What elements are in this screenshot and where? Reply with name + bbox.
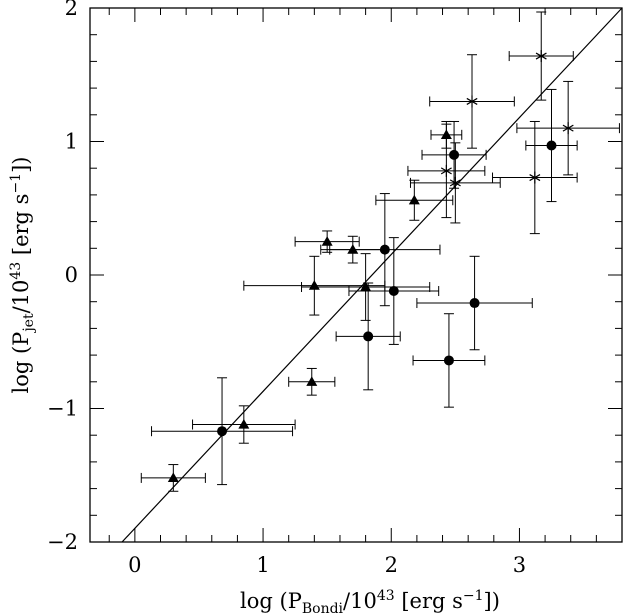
series-circle bbox=[151, 88, 578, 486]
x-tick-label: 3 bbox=[513, 553, 526, 577]
y-axis-label: log (Pjet/1043 [erg s−1]) bbox=[8, 157, 37, 394]
data-point-group bbox=[516, 80, 620, 176]
triangle-marker bbox=[408, 194, 420, 205]
asterisk-marker bbox=[449, 176, 461, 189]
data-point-group bbox=[375, 179, 454, 221]
asterisk-marker bbox=[529, 171, 541, 184]
circle-marker bbox=[469, 298, 480, 309]
triangle-marker bbox=[308, 280, 320, 290]
y-tick-label: −2 bbox=[47, 530, 78, 554]
data-point-group bbox=[429, 54, 515, 149]
data-point-group bbox=[335, 282, 401, 391]
circle-marker bbox=[217, 426, 228, 437]
y-tick-label: −1 bbox=[47, 397, 78, 421]
data-point-group bbox=[301, 253, 431, 321]
y-tick-label: 0 bbox=[65, 263, 78, 287]
asterisk-stroke bbox=[440, 167, 452, 175]
circle-marker bbox=[388, 286, 399, 297]
asterisk-marker bbox=[440, 164, 452, 177]
x-tick-label: 2 bbox=[385, 553, 398, 577]
triangle-marker bbox=[321, 236, 333, 246]
asterisk-marker bbox=[562, 122, 574, 135]
circle-marker bbox=[363, 331, 374, 342]
data-point-group bbox=[492, 120, 578, 235]
triangle-marker bbox=[306, 376, 318, 386]
asterisk-stroke bbox=[529, 174, 541, 182]
x-axis-label: log (PBondi/1043 [erg s−1]) bbox=[240, 588, 500, 616]
data-point-group bbox=[192, 405, 296, 444]
data-point-group bbox=[508, 11, 574, 101]
asterisk-stroke bbox=[449, 179, 461, 187]
asterisk-stroke bbox=[466, 97, 478, 105]
series-triangle bbox=[140, 120, 463, 492]
data-point-group bbox=[288, 367, 336, 396]
series-asterisk bbox=[407, 11, 620, 235]
data-point-group bbox=[409, 142, 501, 224]
data-point-group bbox=[412, 313, 486, 408]
y-tick-label: 2 bbox=[65, 0, 78, 20]
triangle-marker bbox=[167, 472, 179, 483]
asterisk-marker bbox=[535, 50, 547, 63]
asterisk-stroke bbox=[535, 52, 547, 60]
asterisk-marker bbox=[466, 95, 478, 108]
x-tick-label: 1 bbox=[256, 553, 269, 577]
data-point-group bbox=[525, 88, 578, 203]
triangle-marker bbox=[238, 419, 250, 429]
data-point-group bbox=[348, 237, 440, 345]
circle-marker bbox=[449, 149, 460, 160]
data-point-group bbox=[329, 193, 441, 307]
data-point-group bbox=[294, 230, 360, 253]
data-point-group bbox=[140, 464, 206, 492]
data-point-group bbox=[407, 123, 486, 219]
data-point-group bbox=[421, 120, 487, 189]
data-point-group bbox=[151, 377, 294, 486]
circle-marker bbox=[379, 244, 390, 255]
asterisk-stroke bbox=[562, 124, 574, 132]
data-point-group bbox=[416, 255, 533, 351]
fit-line bbox=[121, 7, 623, 543]
circle-marker bbox=[546, 140, 557, 151]
y-tick-label: 1 bbox=[65, 130, 78, 154]
plot-frame bbox=[89, 7, 623, 543]
circle-marker bbox=[443, 355, 454, 366]
triangle-marker bbox=[347, 244, 359, 254]
x-tick-label: 0 bbox=[128, 553, 141, 577]
